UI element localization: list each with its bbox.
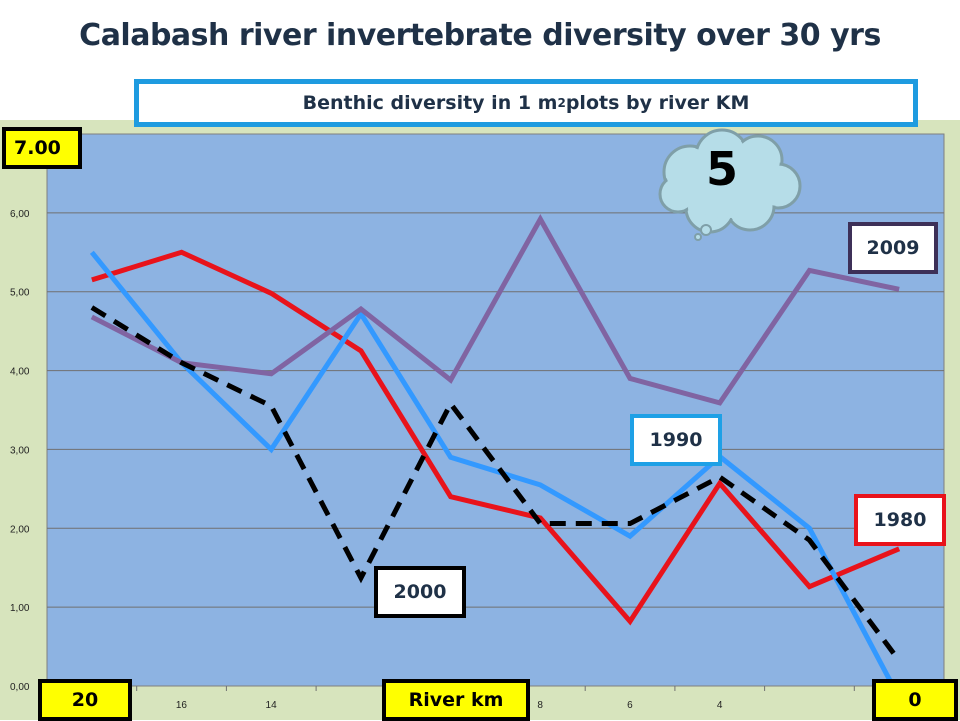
y-tick-label: 1,00: [10, 603, 30, 614]
x-axis-title-callout: River km: [382, 679, 530, 721]
series-label-1990: 1990: [630, 414, 722, 466]
x-tick-label: 8: [537, 700, 543, 711]
x-start-callout: 20: [38, 679, 132, 721]
plot-area: [46, 133, 945, 687]
x-end-callout: 0: [872, 679, 958, 721]
y-tick-label: 6,00: [10, 209, 30, 220]
series-line-1990: [89, 250, 902, 699]
y-tick-label: 0,00: [10, 682, 30, 693]
series-label-2000: 2000: [374, 566, 466, 618]
series-line-2009: [90, 214, 900, 406]
x-tick-label: 4: [717, 700, 723, 711]
series-lines: [89, 214, 902, 699]
subtitle-suffix: plots by river KM: [565, 92, 750, 114]
series-line-2000: [90, 305, 902, 663]
y-tick-labels: 0,00 1,00 2,00 3,00 4,00 5,00 6,00: [10, 209, 30, 693]
series-line-1980: [91, 249, 901, 626]
page-title: Calabash river invertebrate diversity ov…: [79, 18, 881, 53]
subtitle-prefix: Benthic diversity in 1 m: [302, 92, 558, 114]
thought-cloud: 5: [650, 124, 806, 244]
y-tick-label: 4,00: [10, 367, 30, 378]
subtitle-superscript: 2: [557, 96, 566, 110]
y-tick-label: 5,00: [10, 288, 30, 299]
series-label-1980: 1980: [854, 494, 946, 546]
y-max-callout: 7.00: [2, 127, 82, 169]
y-tick-label: 2,00: [10, 524, 30, 535]
x-tick-label: 16: [176, 700, 188, 711]
y-tick-label: 3,00: [10, 445, 30, 456]
cloud-shape-icon: [658, 128, 802, 241]
x-tick-label: 14: [266, 700, 278, 711]
cloud-number: 5: [705, 142, 738, 196]
series-label-2009: 2009: [848, 222, 938, 274]
x-tick-label: 6: [627, 700, 633, 711]
